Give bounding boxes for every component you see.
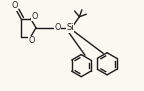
Text: O: O [12,1,18,10]
Text: O: O [28,36,35,45]
Text: Si: Si [66,23,74,32]
Text: O: O [54,23,60,32]
Text: O: O [31,12,38,21]
